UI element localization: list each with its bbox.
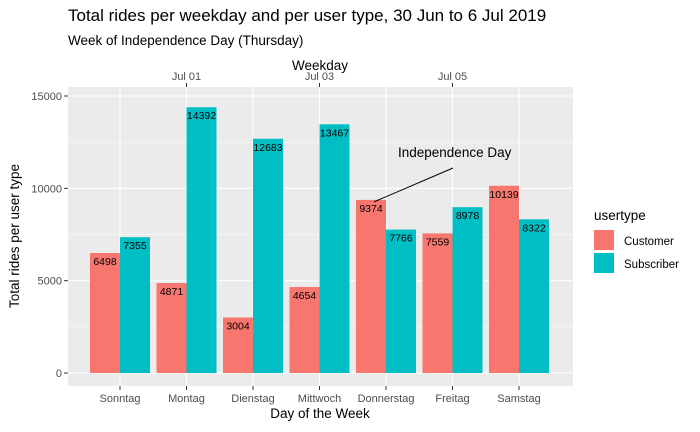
y-tick-label: 10000 (31, 183, 62, 195)
bar-subscriber-freitag (452, 207, 483, 373)
bar-subscriber-dienstag (253, 138, 283, 373)
data-label-customer-montag: 4871 (160, 286, 184, 298)
bar-customer-freitag (422, 233, 453, 373)
data-label-subscriber-dienstag: 12683 (253, 142, 282, 154)
x-tick-label-freitag: Freitag (435, 393, 469, 405)
bar-subscriber-mittwoch (319, 124, 350, 373)
data-label-customer-freitag: 7559 (426, 236, 450, 248)
bar-subscriber-donnerstag (386, 229, 416, 373)
legend-label-customer: Customer (624, 236, 674, 248)
bar-subscriber-sonntag (120, 237, 150, 373)
x-tick-label-mittwoch: Mittwoch (298, 393, 341, 405)
bar-subscriber-montag (186, 107, 217, 374)
data-label-customer-samstag: 10139 (489, 189, 518, 201)
bar-customer-samstag (489, 185, 519, 373)
data-label-customer-dienstag: 3004 (226, 321, 250, 333)
bar-customer-mittwoch (289, 287, 320, 373)
bar-customer-dienstag (223, 317, 253, 373)
x-tick-label-montag: Montag (168, 393, 205, 405)
data-label-subscriber-montag: 14392 (187, 110, 216, 122)
annotation-text: Independence Day (398, 145, 512, 160)
legend-swatch-customer (594, 230, 614, 250)
data-label-subscriber-freitag: 8978 (456, 210, 480, 222)
y-tick-label: 15000 (31, 91, 62, 103)
top-tick-label: Jul 01 (172, 71, 201, 83)
top-axis-title: Weekday (292, 58, 348, 73)
top-tick-label: Jul 05 (438, 71, 467, 83)
data-label-customer-sonntag: 6498 (93, 256, 117, 268)
y-tick-label: 0 (56, 368, 62, 380)
x-tick-label-sonntag: Sonntag (100, 393, 141, 405)
data-label-customer-mittwoch: 4654 (293, 290, 317, 302)
data-label-customer-donnerstag: 9374 (359, 203, 383, 215)
bar-customer-donnerstag (356, 199, 386, 373)
data-label-subscriber-mittwoch: 13467 (320, 127, 349, 139)
legend-label-subscriber: Subscriber (624, 259, 679, 271)
x-axis-title: Day of the Week (270, 406, 370, 421)
bar-customer-sonntag (90, 253, 120, 373)
x-tick-label-dienstag: Dienstag (231, 393, 274, 405)
x-tick-label-donnerstag: Donnerstag (358, 393, 415, 405)
data-label-subscriber-sonntag: 7355 (123, 240, 147, 252)
bar-subscriber-samstag (519, 219, 549, 373)
legend-title: usertype (594, 208, 646, 223)
y-tick-label: 5000 (38, 276, 62, 288)
annotation-line (373, 167, 454, 203)
legend: usertype Customer Subscriber (594, 208, 679, 273)
data-label-subscriber-samstag: 8322 (522, 222, 546, 234)
bar-customer-montag (156, 283, 187, 373)
x-tick-label-samstag: Samstag (497, 393, 540, 405)
chart-title: Total rides per weekday and per user typ… (68, 6, 547, 25)
y-axis-title: Total rides per user type (7, 164, 22, 308)
legend-swatch-subscriber (594, 253, 614, 273)
chart-subtitle: Week of Independence Day (Thursday) (68, 33, 304, 48)
top-tick-label: Jul 03 (305, 71, 334, 83)
data-label-subscriber-donnerstag: 7766 (389, 233, 413, 245)
